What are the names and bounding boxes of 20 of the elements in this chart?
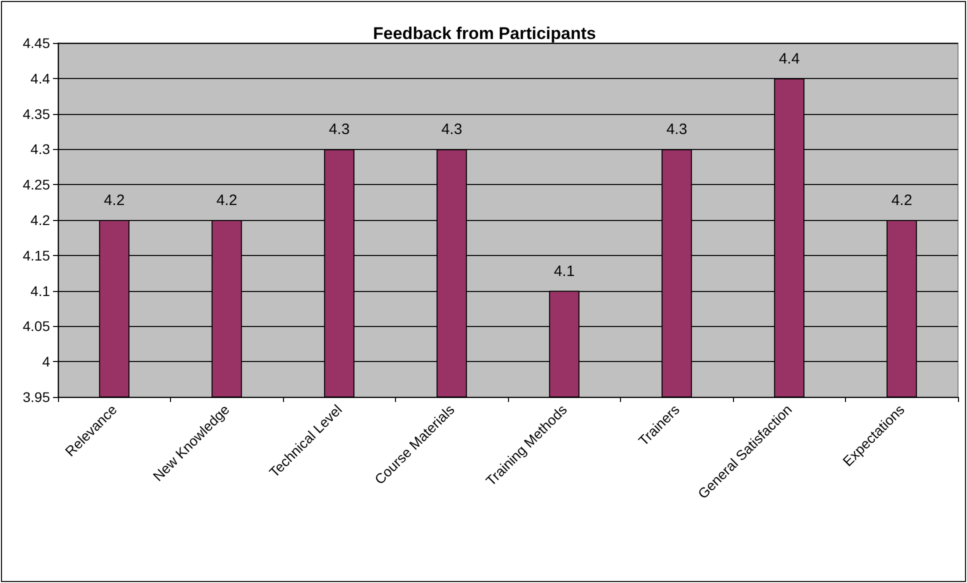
data-label: 4.3 — [328, 121, 350, 138]
data-label: 4.1 — [554, 262, 575, 280]
data-label: 4.2 — [891, 192, 912, 209]
y-tick-label: 3.95 — [22, 389, 50, 405]
y-tick-label: 4.4 — [30, 70, 50, 86]
y-tick-label: 4 — [42, 354, 50, 370]
y-tick-label: 4.1 — [30, 282, 50, 299]
y-tick-label: 4.45 — [22, 35, 50, 51]
data-label: 4.3 — [666, 121, 688, 138]
data-label: 4.2 — [216, 192, 238, 209]
data-label: 4.4 — [778, 50, 800, 68]
chart-title: Feedback from Participants — [373, 24, 596, 43]
y-tick-label: 4.05 — [22, 318, 50, 334]
data-label: 4.2 — [104, 192, 125, 209]
y-tick-label: 4.25 — [22, 176, 50, 193]
y-tick-label: 4.35 — [22, 106, 50, 122]
data-label: 4.3 — [441, 121, 462, 138]
y-tick-label: 4.15 — [22, 247, 50, 264]
y-tick-label: 4.3 — [30, 141, 50, 158]
y-tick-label: 4.2 — [30, 212, 50, 228]
